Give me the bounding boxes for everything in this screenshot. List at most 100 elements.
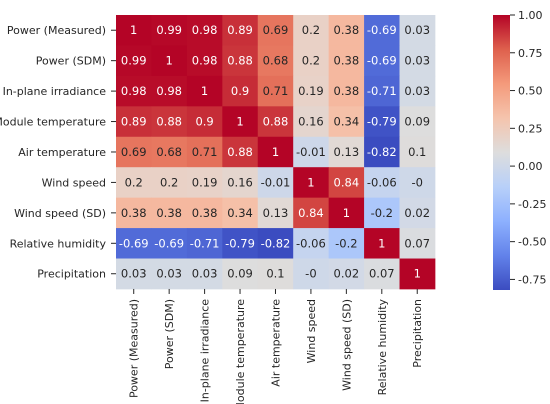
cell-value-label: 1 [130,23,137,37]
cell-value-label: 0.2 [125,175,143,189]
heatmap-cell [364,197,400,229]
colorbar-tick-label: 0.25 [518,122,543,135]
heatmap-cell [186,45,223,77]
cell-value-label: 0.1 [408,145,426,159]
heatmap-cell [293,167,330,199]
cell-value-label: 0.89 [121,115,147,129]
column-label-wind-speed: Wind speed [305,299,318,363]
cell-value-label: 0.16 [298,115,324,129]
heatmap-cell [364,106,400,138]
heatmap-cell [328,136,365,168]
heatmap-cell [257,197,294,229]
heatmap-cell [328,45,365,77]
heatmap-cell [328,197,365,229]
cell-value-label: 0.9 [195,115,213,129]
cell-value-label: 0.2 [302,54,320,68]
cell-value-label: -0.06 [296,236,326,250]
heatmap-cell [222,45,259,77]
row-label-wind-speed: Wind speed [42,176,106,189]
cell-value-label: -0.2 [371,206,393,220]
heatmap-cell [186,106,223,138]
heatmap-cell [222,228,259,259]
heatmap-cell [151,15,188,46]
cell-value-label: 0.19 [192,175,218,189]
heatmap-cell [399,197,436,229]
cell-value-label: 0.88 [263,115,289,129]
colorbar-tick-label: 0.00 [518,160,543,173]
heatmap-cell [364,167,400,199]
heatmap-cell [293,197,330,229]
heatmap-cell [151,106,188,138]
heatmap-cell [364,136,400,168]
heatmap-cell [222,258,259,290]
cell-value-label: 0.38 [121,206,147,220]
heatmap-cell [151,258,188,290]
heatmap-cell [399,75,436,107]
heatmap-cell [116,136,152,168]
cell-value-label: 1 [378,236,385,250]
cell-value-label: 0.02 [404,206,430,220]
cell-value-label: 0.71 [263,84,289,98]
cell-value-label: -0.79 [225,236,255,250]
heatmap-cell [257,45,294,77]
heatmap-cell [151,228,188,259]
cell-value-label: -0.79 [367,115,397,129]
heatmap-cell [257,258,294,290]
heatmap-cell [328,167,365,199]
cell-value-label: 0.38 [334,84,360,98]
colorbar-tick-label: 0.75 [518,47,543,60]
heatmap-cell [364,45,400,77]
heatmap-cell [293,15,330,46]
heatmap-cell [222,106,259,138]
row-label-power-measured: Power (Measured) [7,24,106,37]
cell-value-label: 0.07 [404,236,430,250]
cell-value-label: 0.99 [156,23,182,37]
row-label-relative-humidity: Relative humidity [10,237,107,250]
heatmap-cell [364,15,400,46]
heatmap-cell [399,258,436,290]
heatmap-cell [257,75,294,107]
cell-value-label: 0.1 [266,267,284,281]
cell-value-label: 0.88 [156,115,182,129]
cell-value-label: 0.09 [227,267,253,281]
heatmap-cell [151,136,188,168]
heatmap-cell [364,228,400,259]
heatmap-cell [151,75,188,107]
row-label-wind-speed-sd: Wind speed (SD) [14,207,106,220]
heatmap-cell [257,228,294,259]
heatmap-cell [293,75,330,107]
cell-value-label: 0.84 [298,206,324,220]
heatmap-cell [222,15,259,46]
column-label-precipitation: Precipitation [411,299,424,368]
cell-value-label: 1 [414,267,421,281]
cell-value-label: 1 [201,84,208,98]
cell-value-label: 0.03 [404,23,430,37]
cell-value-label: -0 [305,267,316,281]
heatmap-cell [257,15,294,46]
heatmap-cell [151,167,188,199]
cell-value-label: -0 [412,175,423,189]
heatmap-cell [293,136,330,168]
heatmap-cell [116,228,152,259]
cell-value-label: 0.88 [227,54,253,68]
cell-value-label: 0.69 [263,23,289,37]
heatmap-cell [328,258,365,290]
cell-value-label: -0.06 [367,175,397,189]
colorbar-tick-label: -0.25 [518,198,546,211]
heatmap-cell [222,136,259,168]
heatmap-cell [222,167,259,199]
cell-value-label: 0.2 [160,175,178,189]
row-label-air-temperature: Air temperature [18,146,106,159]
cell-value-label: 0.38 [192,206,218,220]
colorbar-tick-label: -0.75 [518,273,546,286]
heatmap-cell [116,75,152,107]
heatmap-cell [257,167,294,199]
heatmap-cell [116,106,152,138]
heatmap-cell [151,197,188,229]
cell-value-label: 0.03 [121,267,147,281]
cell-value-label: 0.19 [298,84,324,98]
colorbar-tick-label: -0.50 [518,236,546,249]
heatmap-cell [116,167,152,199]
heatmap-cell [116,45,152,77]
